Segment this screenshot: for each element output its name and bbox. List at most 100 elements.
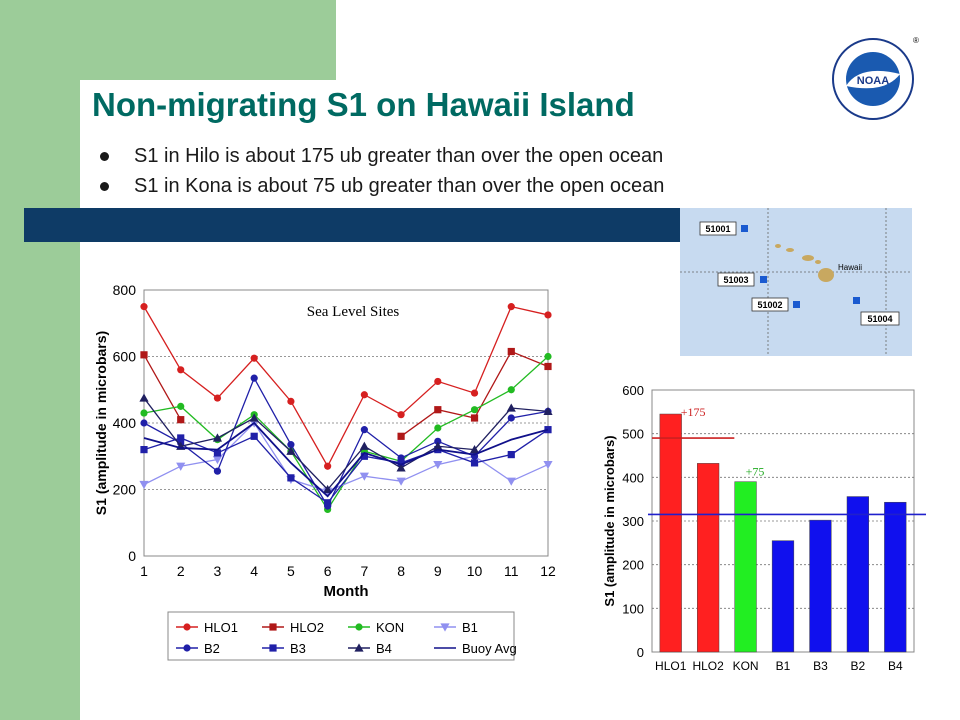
data-point [359,441,369,450]
legend-label: HLO1 [204,620,238,635]
data-point [470,389,479,397]
x-tick-label: B3 [813,659,828,673]
buoy-map: Hawaii 51001 51003 51002 51004 [680,208,912,356]
data-point [212,433,223,442]
y-tick-label: 0 [128,548,136,564]
data-point [250,354,258,362]
data-point [249,413,259,422]
data-point [506,477,516,486]
x-tick-label: KON [733,659,759,673]
legend-label: B1 [462,620,478,635]
buoy-label-box [751,297,789,312]
x-tick-label: 2 [177,563,185,579]
data-point [433,460,443,470]
y-tick-label: 0 [637,645,644,660]
legend-marker [355,623,363,631]
legend-marker [440,623,450,632]
data-point [324,462,332,470]
x-tick-label: 5 [287,563,295,579]
data-point [543,460,553,470]
series-line [143,421,549,498]
data-point [287,397,295,405]
legend-label: Buoy Avg [462,641,517,656]
series-hlo2 [140,347,552,440]
data-point [507,450,515,459]
chart-title: Sea Level Sites [307,304,400,320]
data-point [543,406,553,415]
slide-title: Non-migrating S1 on Hawaii Island [92,86,635,123]
data-point [140,419,148,427]
data-point [544,362,552,371]
legend-label: B4 [376,641,392,656]
bar [659,413,682,653]
series-line [143,421,549,492]
island [775,244,781,248]
legend-label: B3 [290,641,306,656]
data-point [176,462,186,471]
buoy-marker [793,301,800,308]
x-tick-label: 3 [214,563,222,579]
series-hlo1 [140,303,552,470]
bar [734,481,757,653]
data-point [469,445,480,454]
data-point [250,432,258,440]
data-point [396,463,406,472]
x-tick-label: 6 [324,563,332,579]
island-hawaii [818,268,834,282]
bullet-list: S1 in Hilo is about 175 ub greater than … [100,142,664,202]
y-tick-label: 200 [622,558,644,573]
data-point [177,434,185,442]
y-tick-label: 800 [113,282,137,298]
bullet-kona: S1 in Kona is about 75 ub greater than o… [100,172,664,202]
s1-bar-chart: 0 100 200 300 400 500 600 S1 (amplitude in micr… [602,383,926,673]
buoy-label-box [717,272,755,287]
data-point [177,366,185,374]
buoy-marker [741,225,748,232]
legend-marker [269,644,277,652]
y-tick-label: 400 [622,470,644,485]
data-point [212,455,223,465]
x-tick-label: 8 [397,563,405,579]
data-point [397,432,405,440]
series-buoy-avg [143,421,549,498]
logo-registered: ® [913,36,919,45]
data-point [433,441,443,450]
data-point [213,394,222,402]
data-point [140,351,148,359]
data-point [397,411,405,419]
legend-label: HLO2 [290,620,324,635]
x-tick-label: B1 [776,659,791,673]
data-point [360,426,368,434]
buoy-label-51001: 51001 [705,224,730,234]
map-label-hawaii: Hawaii [838,263,862,272]
data-point [506,403,516,412]
data-point [507,347,515,356]
data-point [360,391,368,399]
data-point [359,472,369,481]
data-point [213,467,222,475]
y-axis-label: S1 (amplitude in microbars) [93,331,109,515]
data-point [177,402,185,410]
data-point [434,377,442,386]
legend-label: B2 [204,641,220,656]
data-point [396,477,406,486]
buoy-label-box [699,221,737,236]
logo-text: NOAA [857,75,889,87]
legend-label: KON [376,620,404,635]
data-point [287,441,295,449]
noaa-logo: NOAA ® [832,36,919,120]
bar [809,519,832,653]
data-point [470,459,479,467]
legend-marker [183,623,191,631]
logo-bird [846,70,900,89]
data-point [324,499,332,507]
y-tick-label: 600 [622,383,644,398]
bar-annotation: +75 [746,465,765,479]
legend-marker [183,644,191,652]
series-line [143,397,549,491]
data-point [507,386,515,394]
data-point [434,437,442,445]
data-point [286,446,296,455]
data-point [140,409,148,417]
y-tick-label: 300 [622,514,644,529]
